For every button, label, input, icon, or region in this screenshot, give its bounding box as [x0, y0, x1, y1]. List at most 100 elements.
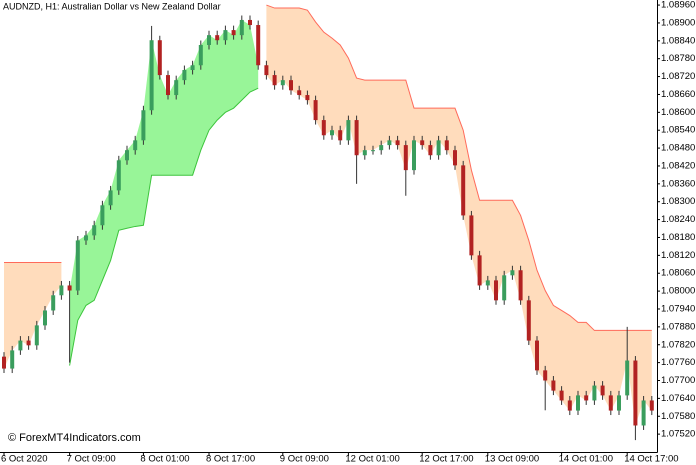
candle-body	[518, 270, 523, 301]
candle-body	[510, 270, 515, 276]
x-tick-label: 7 Oct 09:00	[67, 454, 116, 465]
candle-body	[485, 280, 490, 286]
watermark: © ForexMT4Indicators.com	[8, 432, 141, 444]
x-tick-label: 14 Oct 17:00	[624, 454, 678, 465]
band-fill	[266, 5, 652, 426]
candle-body	[494, 280, 498, 301]
candle-body	[477, 255, 482, 286]
y-tick-label: 1.08600	[661, 107, 695, 118]
candle-body	[453, 150, 457, 166]
candle-body	[305, 95, 310, 101]
candle-body	[502, 275, 507, 301]
candle-body	[461, 165, 466, 216]
candle-body	[444, 140, 449, 151]
candle-body	[362, 150, 367, 156]
candle-body	[207, 35, 211, 45]
candle-body	[584, 395, 589, 401]
candle-body	[297, 90, 302, 96]
candle-body	[543, 370, 548, 381]
y-tick-label: 1.07880	[661, 321, 695, 332]
candle-body	[239, 19, 244, 36]
candle-body	[412, 140, 416, 171]
candle-body	[92, 225, 97, 236]
candle-body	[395, 140, 400, 146]
y-tick-label: 1.07580	[661, 411, 695, 422]
candle-body	[100, 205, 105, 226]
x-tick-label: 12 Oct 17:00	[419, 454, 473, 465]
candle-body	[338, 130, 343, 141]
band-fill	[4, 262, 62, 369]
candle-body	[2, 356, 6, 369]
y-tick-label: 1.08840	[661, 35, 695, 46]
candle-body	[59, 285, 64, 296]
candle-body	[567, 400, 572, 411]
band-fills	[4, 5, 652, 426]
candle-body	[600, 385, 605, 396]
y-tick-label: 1.08960	[661, 0, 695, 11]
candle-body	[108, 190, 113, 206]
y-tick-label: 1.07760	[661, 357, 695, 368]
candle-body	[321, 120, 326, 136]
candle-body	[231, 30, 236, 36]
candle-body	[354, 120, 359, 156]
candle-body	[469, 215, 474, 256]
candle-body	[625, 360, 630, 396]
chart-title: AUDNZD, H1: Australian Dollar vs New Zea…	[3, 1, 221, 11]
y-tick-label: 1.07940	[661, 303, 695, 314]
y-tick-label: 1.08180	[661, 232, 695, 243]
candle-body	[248, 19, 252, 26]
candle-body	[346, 120, 351, 141]
x-tick-label: 13 Oct 09:00	[485, 454, 539, 465]
candle-body	[436, 140, 441, 156]
candle-body	[649, 400, 654, 411]
candle-body	[330, 130, 334, 136]
candle-body	[43, 310, 47, 326]
y-tick-label: 1.07520	[661, 429, 695, 440]
candle-body	[387, 140, 392, 146]
y-tick-label: 1.08900	[661, 17, 695, 28]
candle-body	[34, 325, 39, 346]
x-tick-label: 8 Oct 01:00	[140, 454, 189, 465]
band-lines	[4, 4, 652, 366]
candle-body	[313, 100, 318, 121]
candle-body	[67, 285, 72, 291]
candle-body	[551, 380, 556, 391]
band-fill	[69, 19, 259, 366]
candle-body	[182, 70, 187, 81]
y-tick-label: 1.08480	[661, 143, 695, 154]
candle-body	[379, 145, 384, 151]
candle-body	[559, 390, 564, 401]
y-tick-label: 1.08720	[661, 71, 695, 82]
candle-body	[84, 235, 88, 241]
candle-body	[125, 150, 129, 161]
candle-body	[26, 340, 31, 346]
y-tick-label: 1.08540	[661, 125, 695, 136]
candle-body	[428, 145, 433, 156]
candle-body	[264, 65, 269, 76]
candle-body	[526, 300, 531, 341]
candle-body	[535, 340, 539, 371]
y-tick-label: 1.08300	[661, 196, 695, 207]
candle-body	[141, 110, 146, 141]
candle-body	[51, 295, 56, 311]
candle-body	[133, 140, 138, 151]
candle-body	[289, 80, 293, 91]
candle-body	[256, 25, 261, 66]
candle-body	[420, 140, 425, 146]
candle-body	[75, 240, 80, 291]
y-tick-label: 1.07700	[661, 375, 695, 386]
candle-body	[617, 395, 621, 411]
candle-body	[371, 150, 375, 152]
candle-body	[174, 80, 179, 96]
y-tick-label: 1.08360	[661, 178, 695, 189]
y-tick-label: 1.07640	[661, 393, 695, 404]
y-tick-label: 1.08660	[661, 89, 695, 100]
y-tick-label: 1.08120	[661, 250, 695, 261]
y-tick-label: 1.08060	[661, 268, 695, 279]
candle-body	[641, 400, 646, 426]
candle-body	[280, 80, 285, 86]
candle-body	[157, 40, 162, 76]
band-line	[266, 4, 652, 331]
candle-body	[608, 395, 613, 411]
